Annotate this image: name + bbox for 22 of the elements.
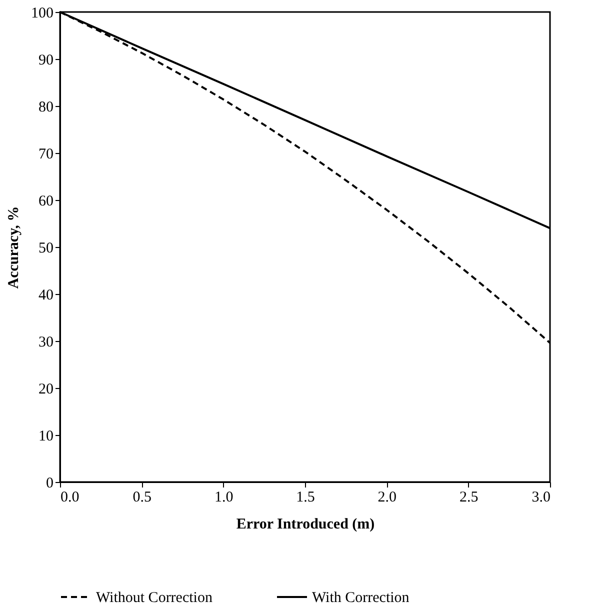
y-tick-label: 70 xyxy=(38,146,54,162)
x-tick-label: 1.5 xyxy=(296,490,315,506)
x-axis-title: Error Introduced (m) xyxy=(236,516,375,532)
x-tick-label: 0.5 xyxy=(132,490,152,506)
y-tick-label: 40 xyxy=(38,288,54,304)
x-tick-label: 2.5 xyxy=(459,490,478,506)
legend-label: With Correction xyxy=(312,590,410,606)
x-tick-label: 2.0 xyxy=(378,490,397,506)
legend-label: Without Correction xyxy=(96,590,213,606)
y-tick-label: 80 xyxy=(38,100,54,116)
y-tick-label: 20 xyxy=(38,382,54,398)
y-axis-title: Accuracy, % xyxy=(6,206,22,289)
x-tick-label: 0.0 xyxy=(60,490,80,506)
x-tick-label: 3.0 xyxy=(532,490,550,506)
y-tick-label: 30 xyxy=(38,334,54,350)
y-tick-label: 50 xyxy=(38,240,54,256)
y-tick-label: 100 xyxy=(31,6,54,22)
y-tick-label: 60 xyxy=(38,194,54,210)
y-tick-label: 0 xyxy=(46,476,54,492)
x-tick-label: 1.0 xyxy=(214,490,234,506)
y-tick-label: 10 xyxy=(38,428,54,444)
y-tick-label: 90 xyxy=(38,52,54,68)
